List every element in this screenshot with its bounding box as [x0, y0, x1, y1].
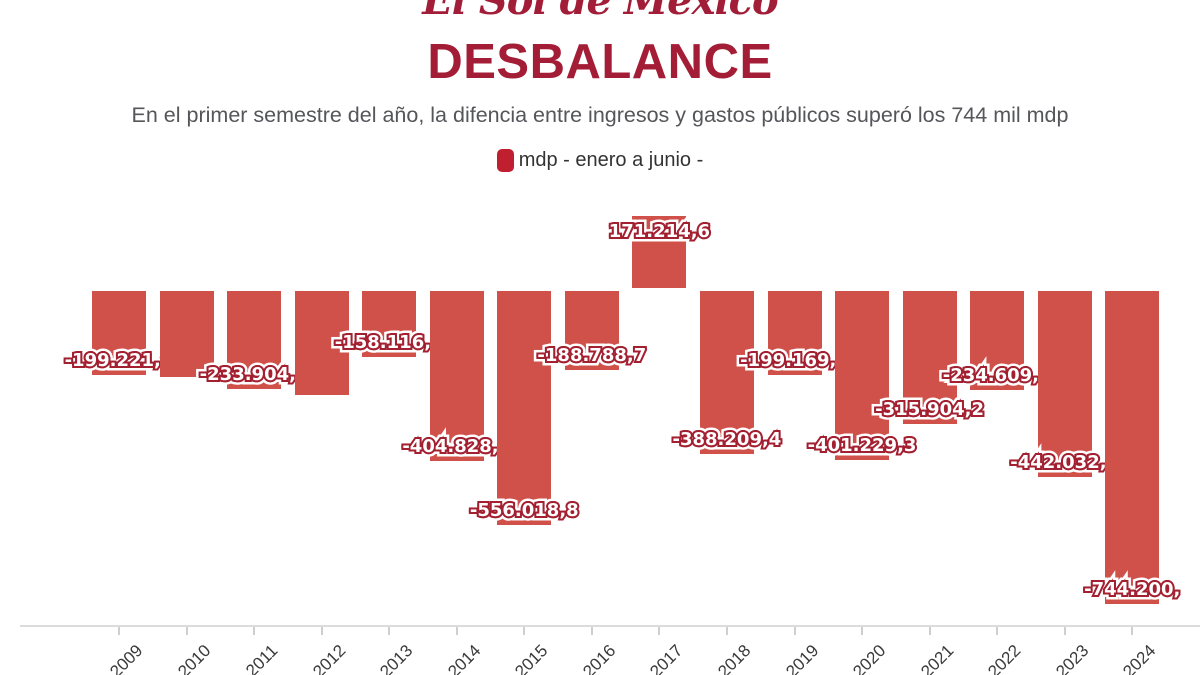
bar-2024: [1105, 291, 1160, 604]
x-axis-tick: [996, 627, 999, 635]
x-axis-tick: [388, 627, 391, 635]
bar-2012: [294, 291, 349, 396]
x-axis-label-2015: 2015: [511, 641, 552, 675]
x-axis-tick: [1131, 627, 1134, 635]
bar-2013: [362, 291, 417, 358]
x-axis-tick: [185, 627, 188, 635]
x-axis-line: [20, 625, 1200, 627]
x-axis-label-2016: 2016: [579, 641, 620, 675]
legend-swatch-icon: [496, 148, 514, 172]
x-axis-tick: [725, 627, 728, 635]
legend: mdp - enero a junio -: [0, 146, 1200, 174]
bar-2023: [1037, 291, 1092, 477]
legend-label: mdp - enero a junio -: [518, 148, 704, 171]
bar-2017: [632, 216, 687, 288]
x-axis-tick: [658, 627, 661, 635]
newspaper-logo-text: El Sol de México: [422, 0, 778, 23]
bar-2011: [227, 291, 282, 390]
x-axis-label-2009: 2009: [106, 641, 147, 675]
x-axis-label-2013: 2013: [376, 641, 417, 675]
x-axis-tick: [928, 627, 931, 635]
x-axis-tick: [455, 627, 458, 635]
x-axis-label-2021: 2021: [916, 641, 958, 675]
x-axis-label-2020: 2020: [849, 641, 890, 675]
x-axis-tick: [590, 627, 593, 635]
bar-2009: [92, 291, 146, 375]
x-axis-label-2023: 2023: [1051, 641, 1093, 675]
x-axis-label-2010: 2010: [173, 641, 214, 675]
bar-2018: [699, 291, 754, 455]
x-axis-tick: [253, 627, 256, 635]
x-axis-label-2014: 2014: [444, 641, 485, 675]
x-axis-tick: [793, 627, 796, 635]
bar-2022: [970, 291, 1025, 390]
bar-2019: [767, 291, 822, 375]
x-axis-label-2012: 2012: [308, 641, 350, 675]
x-axis-label-2011: 2011: [242, 641, 282, 675]
bar-2020: [835, 291, 890, 460]
x-axis-label-2022: 2022: [984, 641, 1025, 675]
bar-2014: [429, 291, 484, 462]
bar-2021: [902, 291, 957, 424]
bar-2015: [497, 291, 552, 525]
bar-2016: [564, 291, 619, 371]
newspaper-logo: El Sol de México: [0, 0, 1200, 23]
x-axis-tick: [861, 627, 864, 635]
chart-subtitle: En el primer semestre del año, la difenc…: [131, 103, 1069, 127]
x-axis-label-2019: 2019: [781, 641, 822, 675]
x-axis-label-2024: 2024: [1119, 641, 1160, 675]
x-axis-label-2017: 2017: [646, 641, 687, 675]
x-axis-tick: [320, 627, 323, 635]
x-axis-tick: [523, 627, 526, 635]
x-axis-tick: [118, 627, 120, 635]
x-axis-label-2018: 2018: [714, 641, 755, 675]
x-axis-tick: [1063, 627, 1066, 635]
bar-2010: [159, 291, 214, 378]
page-title: DESBALANCE: [427, 35, 773, 89]
